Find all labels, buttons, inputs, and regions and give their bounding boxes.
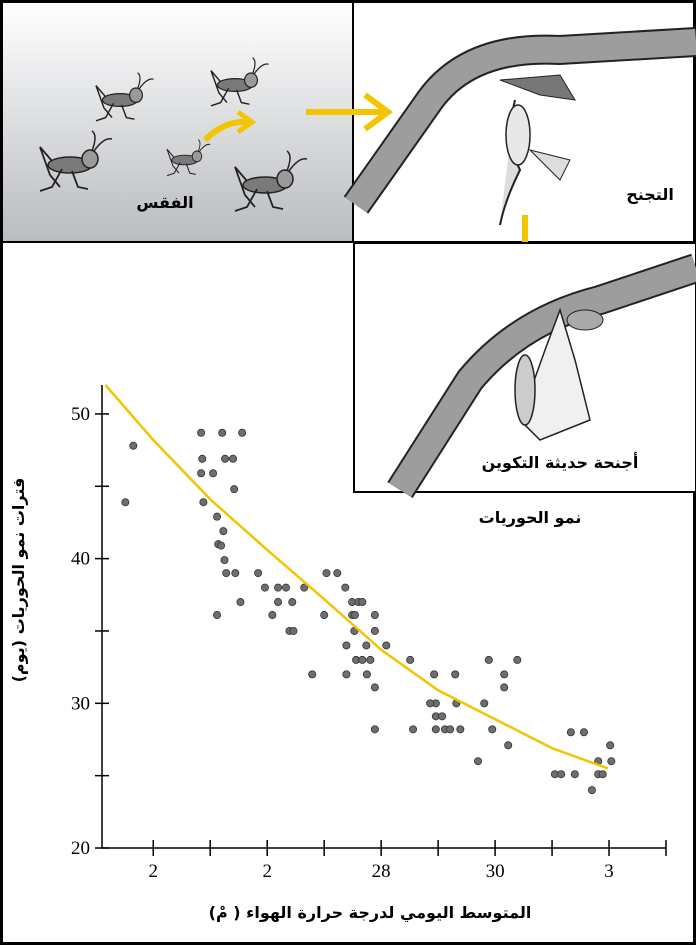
data-point — [343, 642, 350, 649]
x-tick-label: 30 — [486, 861, 505, 882]
data-point — [359, 656, 366, 663]
data-point — [199, 455, 206, 462]
data-point — [200, 499, 207, 506]
data-point — [607, 742, 614, 749]
data-point — [371, 611, 378, 618]
data-point — [274, 598, 281, 605]
data-point — [371, 684, 378, 691]
data-point — [223, 569, 230, 576]
data-point — [221, 556, 228, 563]
data-point — [237, 598, 244, 605]
page: الفقس التجنح أجنحة حديثة التكوين نمو الح… — [0, 0, 696, 945]
data-point — [446, 726, 453, 733]
data-point — [198, 470, 205, 477]
data-point — [608, 758, 615, 765]
data-point — [371, 627, 378, 634]
data-point — [221, 455, 228, 462]
data-point — [213, 513, 220, 520]
data-point — [209, 470, 216, 477]
y-tick-label: 30 — [71, 693, 90, 714]
data-point — [501, 684, 508, 691]
data-point — [231, 486, 238, 493]
data-point — [359, 598, 366, 605]
data-point — [342, 584, 349, 591]
data-point — [343, 671, 350, 678]
data-point — [122, 499, 129, 506]
data-point — [309, 671, 316, 678]
data-point — [229, 455, 236, 462]
x-tick-label: 2 — [149, 861, 159, 882]
data-point — [474, 758, 481, 765]
data-point — [505, 742, 512, 749]
data-point — [290, 627, 297, 634]
panel-label: الفقس — [136, 193, 193, 212]
data-point — [481, 700, 488, 707]
data-point — [485, 656, 492, 663]
x-tick-label: 3 — [604, 861, 614, 882]
y-axis-label: فترات نمو الحوريات (يوم) — [9, 478, 28, 683]
panel-label: نمو الحوريات — [479, 508, 582, 527]
data-point — [130, 442, 137, 449]
data-point — [580, 729, 587, 736]
data-point — [599, 771, 606, 778]
data-point — [439, 713, 446, 720]
data-point — [239, 429, 246, 436]
x-tick-label: 2 — [262, 861, 272, 882]
panel-label: أجنحة حديثة التكوين — [482, 452, 639, 472]
data-point — [367, 656, 374, 663]
data-point — [571, 771, 578, 778]
data-point — [219, 429, 226, 436]
data-point — [588, 787, 595, 794]
data-point — [567, 729, 574, 736]
data-point — [431, 671, 438, 678]
data-point — [213, 611, 220, 618]
data-point — [371, 726, 378, 733]
data-point — [274, 584, 281, 591]
data-point — [261, 584, 268, 591]
data-point — [289, 598, 296, 605]
x-tick-label: 28 — [372, 861, 391, 882]
data-point — [558, 771, 565, 778]
y-tick-label: 50 — [71, 404, 90, 425]
data-point — [383, 642, 390, 649]
data-point — [217, 542, 224, 549]
panel-label: التجنح — [626, 185, 674, 204]
data-point — [220, 528, 227, 535]
data-point — [321, 611, 328, 618]
y-tick-label: 40 — [71, 549, 90, 570]
data-point — [351, 611, 358, 618]
data-point — [514, 656, 521, 663]
y-tick-label: 20 — [71, 838, 90, 859]
data-point — [323, 569, 330, 576]
data-point — [432, 726, 439, 733]
data-point — [409, 726, 416, 733]
data-point — [407, 656, 414, 663]
x-axis-label: المتوسط اليومي لدرجة حرارة الهواء ( مْ) — [209, 903, 532, 923]
data-point — [363, 671, 370, 678]
data-point — [334, 569, 341, 576]
data-point — [452, 671, 459, 678]
data-point — [363, 642, 370, 649]
data-point — [198, 429, 205, 436]
data-point — [254, 569, 261, 576]
data-point — [489, 726, 496, 733]
data-point — [457, 726, 464, 733]
data-point — [501, 671, 508, 678]
data-point — [282, 584, 289, 591]
data-point — [269, 611, 276, 618]
data-point — [427, 700, 434, 707]
data-point — [232, 569, 239, 576]
